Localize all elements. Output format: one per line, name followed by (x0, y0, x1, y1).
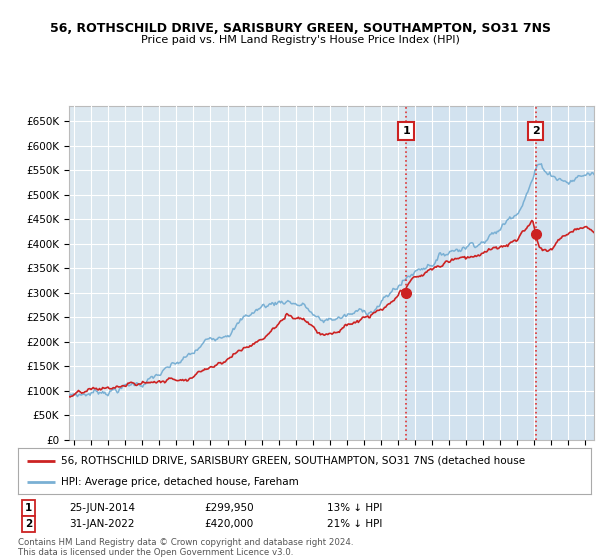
Text: 13% ↓ HPI: 13% ↓ HPI (327, 503, 382, 513)
Text: 21% ↓ HPI: 21% ↓ HPI (327, 519, 382, 529)
Text: Price paid vs. HM Land Registry's House Price Index (HPI): Price paid vs. HM Land Registry's House … (140, 35, 460, 45)
Text: £420,000: £420,000 (204, 519, 253, 529)
Text: 31-JAN-2022: 31-JAN-2022 (69, 519, 134, 529)
Text: 56, ROTHSCHILD DRIVE, SARISBURY GREEN, SOUTHAMPTON, SO31 7NS: 56, ROTHSCHILD DRIVE, SARISBURY GREEN, S… (49, 22, 551, 35)
Text: 56, ROTHSCHILD DRIVE, SARISBURY GREEN, SOUTHAMPTON, SO31 7NS (detached house: 56, ROTHSCHILD DRIVE, SARISBURY GREEN, S… (61, 456, 525, 466)
Text: Contains HM Land Registry data © Crown copyright and database right 2024.
This d: Contains HM Land Registry data © Crown c… (18, 538, 353, 557)
Text: 1: 1 (25, 503, 32, 513)
Text: 25-JUN-2014: 25-JUN-2014 (69, 503, 135, 513)
Text: 2: 2 (532, 126, 539, 136)
Bar (406, 106, 594, 440)
Text: HPI: Average price, detached house, Fareham: HPI: Average price, detached house, Fare… (61, 478, 299, 487)
Text: 1: 1 (402, 126, 410, 136)
Text: 2: 2 (25, 519, 32, 529)
Text: £299,950: £299,950 (204, 503, 254, 513)
